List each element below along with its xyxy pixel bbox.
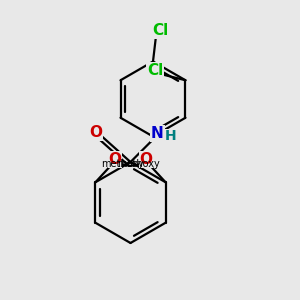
Text: H: H (165, 129, 177, 143)
Text: methoxy: methoxy (101, 159, 144, 169)
Text: O: O (140, 152, 153, 167)
Text: Cl: Cl (152, 23, 168, 38)
Text: methoxy: methoxy (118, 159, 160, 169)
Text: O: O (108, 152, 122, 167)
Text: Cl: Cl (147, 63, 163, 78)
Text: O: O (89, 125, 102, 140)
Text: N: N (151, 126, 164, 141)
